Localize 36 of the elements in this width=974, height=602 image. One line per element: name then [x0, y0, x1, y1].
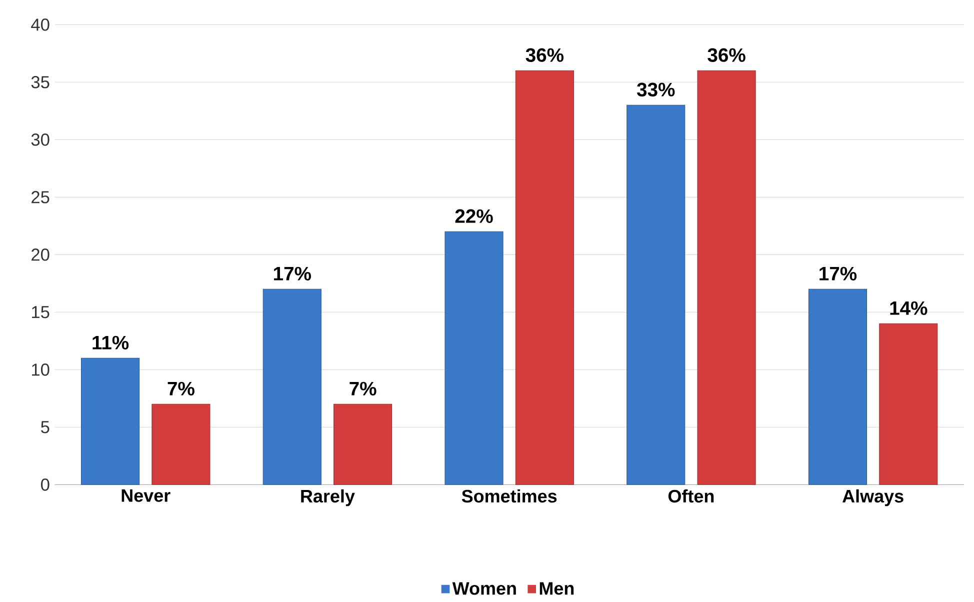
bar [81, 358, 140, 485]
bar [626, 104, 686, 485]
x-tick-label: Never [122, 489, 170, 502]
bar [444, 231, 504, 485]
data-label: 7% [168, 382, 194, 396]
x-tick-label: Often [668, 489, 714, 503]
bar [697, 70, 756, 485]
legend-label: Men [540, 582, 574, 595]
x-tick-label: Always [842, 489, 904, 506]
bar [808, 288, 868, 485]
y-tick-label: 25 [32, 191, 50, 204]
y-tick-label: 20 [32, 248, 50, 261]
x-tick-label: Rarely [301, 489, 355, 506]
data-label: 36% [708, 48, 746, 62]
data-label: 7% [350, 382, 376, 396]
bar [334, 404, 392, 485]
bar [515, 70, 574, 485]
data-label: 36% [526, 48, 564, 62]
data-label: 33% [636, 82, 675, 96]
legend-label: Women [452, 582, 516, 595]
y-tick-label: 5 [41, 421, 50, 434]
data-label: 11% [92, 336, 129, 350]
y-tick-label: 15 [32, 306, 50, 318]
y-tick-label: 0 [40, 478, 50, 491]
data-label: 22% [455, 209, 493, 223]
bar [262, 288, 322, 485]
y-tick-label: 30 [31, 134, 50, 146]
x-tick-label: Sometimes [462, 489, 557, 503]
bar [879, 323, 938, 485]
data-label: 14% [890, 301, 928, 315]
data-label: 17% [820, 266, 857, 280]
y-tick-label: 40 [31, 18, 50, 31]
bar [152, 404, 210, 485]
data-label: 17% [274, 266, 311, 280]
y-tick-label: 35 [31, 76, 50, 88]
y-tick-label: 10 [32, 364, 50, 376]
